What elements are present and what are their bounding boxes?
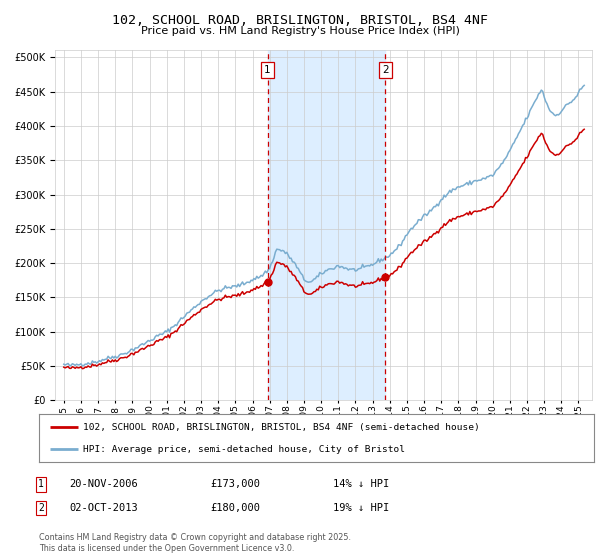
Bar xyxy=(268,50,385,400)
Text: 1: 1 xyxy=(38,479,44,489)
Text: 1: 1 xyxy=(264,64,271,74)
Text: HPI: Average price, semi-detached house, City of Bristol: HPI: Average price, semi-detached house,… xyxy=(83,445,406,454)
Text: 19% ↓ HPI: 19% ↓ HPI xyxy=(333,503,389,513)
Text: 2: 2 xyxy=(38,503,44,513)
Text: 20-NOV-2006: 20-NOV-2006 xyxy=(69,479,138,489)
Text: £180,000: £180,000 xyxy=(210,503,260,513)
Text: £173,000: £173,000 xyxy=(210,479,260,489)
Text: 02-OCT-2013: 02-OCT-2013 xyxy=(69,503,138,513)
Text: 14% ↓ HPI: 14% ↓ HPI xyxy=(333,479,389,489)
Text: Contains HM Land Registry data © Crown copyright and database right 2025.
This d: Contains HM Land Registry data © Crown c… xyxy=(39,533,351,553)
Text: Price paid vs. HM Land Registry's House Price Index (HPI): Price paid vs. HM Land Registry's House … xyxy=(140,26,460,36)
Text: 102, SCHOOL ROAD, BRISLINGTON, BRISTOL, BS4 4NF (semi-detached house): 102, SCHOOL ROAD, BRISLINGTON, BRISTOL, … xyxy=(83,423,480,432)
Text: 102, SCHOOL ROAD, BRISLINGTON, BRISTOL, BS4 4NF: 102, SCHOOL ROAD, BRISLINGTON, BRISTOL, … xyxy=(112,14,488,27)
Text: 2: 2 xyxy=(382,64,389,74)
